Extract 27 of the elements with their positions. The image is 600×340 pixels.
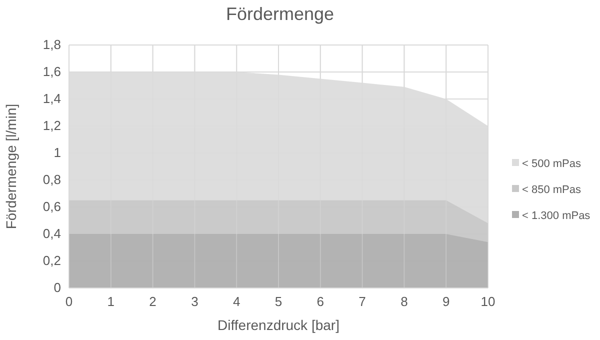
y-tick-label: 1,8 xyxy=(42,37,61,52)
x-tick-label: 4 xyxy=(232,294,240,309)
y-tick-label: 0,6 xyxy=(42,199,61,214)
y-tick-label: 0,4 xyxy=(42,226,61,241)
y-tick-label: 1,4 xyxy=(42,91,61,106)
x-tick-label: 0 xyxy=(65,294,73,309)
x-tick-label: 2 xyxy=(149,294,156,309)
x-tick-label: 10 xyxy=(480,294,496,309)
legend-label: < 1.300 mPas xyxy=(522,210,591,222)
legend-label: < 500 mPas xyxy=(522,158,582,170)
x-tick-label: 1 xyxy=(107,294,115,309)
x-tick-label: 8 xyxy=(400,294,408,309)
y-tick-label: 0 xyxy=(54,280,61,295)
x-tick-label: 7 xyxy=(358,294,366,309)
y-tick-label: 1,6 xyxy=(42,64,61,79)
y-axis-title: Fördermenge [l/min] xyxy=(3,104,19,230)
chart-title: Fördermenge xyxy=(226,4,334,24)
y-tick-label: 1 xyxy=(54,145,61,160)
x-tick-label: 9 xyxy=(442,294,450,309)
x-tick-label: 3 xyxy=(191,294,198,309)
x-axis-title: Differenzdruck [bar] xyxy=(218,317,340,333)
legend-label: < 850 mPas xyxy=(522,184,582,196)
x-tick-label: 5 xyxy=(274,294,282,309)
x-tick-label: 6 xyxy=(316,294,324,309)
y-tick-label: 0,2 xyxy=(42,253,61,268)
y-tick-label: 1,2 xyxy=(42,118,61,133)
y-tick-label: 0,8 xyxy=(42,172,61,187)
